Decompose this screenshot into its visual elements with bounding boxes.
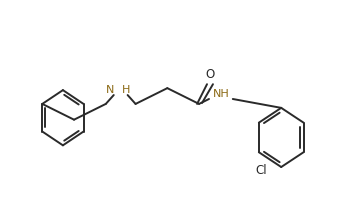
Text: H: H xyxy=(122,85,130,95)
Text: O: O xyxy=(205,68,215,81)
Text: NH: NH xyxy=(212,89,229,99)
Text: N: N xyxy=(106,85,115,95)
Text: Cl: Cl xyxy=(255,164,267,177)
